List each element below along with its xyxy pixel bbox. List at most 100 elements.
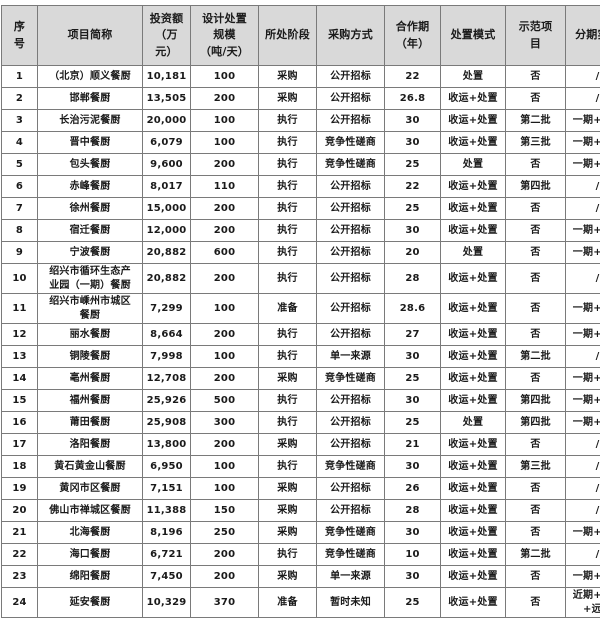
cell-scale: 370 (191, 588, 259, 618)
cell-index: 3 (2, 110, 38, 132)
cell-index: 17 (2, 434, 38, 456)
cell-scale: 200 (191, 198, 259, 220)
cell-mode: 处置 (441, 66, 506, 88)
header-row: 序号 项目简称 投资额（万元） 设计处置规模（吨/天） 所处阶段 采购方式 合作… (2, 6, 600, 66)
cell-index: 8 (2, 220, 38, 242)
cell-index: 14 (2, 368, 38, 390)
cell-years: 26 (385, 478, 441, 500)
cell-mode: 收运+处置 (441, 544, 506, 566)
cell-phase: 一期+二期 (566, 324, 600, 346)
cell-mode: 收运+处置 (441, 478, 506, 500)
cell-amount: 8,664 (143, 324, 191, 346)
cell-procurement: 公开招标 (317, 412, 385, 434)
cell-name: 晋中餐厨 (38, 132, 143, 154)
cell-mode: 收运+处置 (441, 324, 506, 346)
cell-name: 绍兴市循环生态产业园（一期）餐厨 (38, 264, 143, 294)
cell-index: 21 (2, 522, 38, 544)
cell-index: 7 (2, 198, 38, 220)
cell-procurement: 暂时未知 (317, 588, 385, 618)
cell-procurement: 公开招标 (317, 220, 385, 242)
cell-index: 2 (2, 88, 38, 110)
cell-stage: 执行 (259, 132, 317, 154)
project-table: 序号 项目简称 投资额（万元） 设计处置规模（吨/天） 所处阶段 采购方式 合作… (1, 5, 600, 618)
cell-stage: 采购 (259, 478, 317, 500)
cell-years: 22 (385, 176, 441, 198)
cell-stage: 执行 (259, 176, 317, 198)
cell-scale: 200 (191, 220, 259, 242)
cell-demo: 第三批 (506, 456, 566, 478)
cell-phase: / (566, 456, 600, 478)
cell-procurement: 公开招标 (317, 88, 385, 110)
cell-years: 30 (385, 132, 441, 154)
cell-mode: 收运+处置 (441, 522, 506, 544)
cell-scale: 200 (191, 154, 259, 176)
cell-scale: 200 (191, 264, 259, 294)
cell-name: 黄冈市区餐厨 (38, 478, 143, 500)
header-label: 处置模式 (442, 27, 504, 44)
cell-scale: 110 (191, 176, 259, 198)
cell-name: 北海餐厨 (38, 522, 143, 544)
cell-name: 福州餐厨 (38, 390, 143, 412)
cell-name: 宿迁餐厨 (38, 220, 143, 242)
cell-scale: 300 (191, 412, 259, 434)
header-label: 序号 (3, 19, 36, 52)
cell-amount: 8,196 (143, 522, 191, 544)
cell-amount: 11,388 (143, 500, 191, 522)
cell-procurement: 竞争性磋商 (317, 154, 385, 176)
header-label: 示范项目 (507, 19, 564, 52)
column-header-name: 项目简称 (38, 6, 143, 66)
cell-years: 27 (385, 324, 441, 346)
cell-phase: 近期+中期+远期 (566, 588, 600, 618)
cell-index: 10 (2, 264, 38, 294)
cell-procurement: 公开招标 (317, 66, 385, 88)
cell-scale: 200 (191, 88, 259, 110)
cell-amount: 10,181 (143, 66, 191, 88)
cell-years: 25 (385, 412, 441, 434)
cell-amount: 25,908 (143, 412, 191, 434)
cell-phase: 一期+二期 (566, 412, 600, 434)
cell-procurement: 公开招标 (317, 390, 385, 412)
cell-phase: / (566, 198, 600, 220)
cell-mode: 收运+处置 (441, 294, 506, 324)
cell-demo: 第二批 (506, 346, 566, 368)
cell-demo: 否 (506, 242, 566, 264)
cell-procurement: 公开招标 (317, 242, 385, 264)
cell-demo: 否 (506, 154, 566, 176)
cell-years: 25 (385, 198, 441, 220)
cell-mode: 处置 (441, 154, 506, 176)
cell-procurement: 单一来源 (317, 566, 385, 588)
cell-years: 30 (385, 390, 441, 412)
cell-name: 亳州餐厨 (38, 368, 143, 390)
cell-stage: 执行 (259, 110, 317, 132)
cell-phase: 一期+二期 (566, 110, 600, 132)
cell-mode: 收运+处置 (441, 176, 506, 198)
cell-index: 15 (2, 390, 38, 412)
cell-years: 21 (385, 434, 441, 456)
cell-amount: 8,017 (143, 176, 191, 198)
cell-phase: 一期+二期 (566, 154, 600, 176)
cell-index: 16 (2, 412, 38, 434)
cell-demo: 否 (506, 566, 566, 588)
cell-years: 30 (385, 110, 441, 132)
cell-scale: 250 (191, 522, 259, 544)
cell-stage: 执行 (259, 346, 317, 368)
cell-amount: 15,000 (143, 198, 191, 220)
cell-demo: 否 (506, 434, 566, 456)
cell-demo: 第四批 (506, 176, 566, 198)
cell-name: 延安餐厨 (38, 588, 143, 618)
cell-procurement: 公开招标 (317, 500, 385, 522)
cell-scale: 100 (191, 294, 259, 324)
cell-procurement: 竞争性磋商 (317, 544, 385, 566)
cell-amount: 7,450 (143, 566, 191, 588)
cell-phase: / (566, 264, 600, 294)
cell-years: 30 (385, 566, 441, 588)
cell-index: 23 (2, 566, 38, 588)
cell-mode: 收运+处置 (441, 500, 506, 522)
